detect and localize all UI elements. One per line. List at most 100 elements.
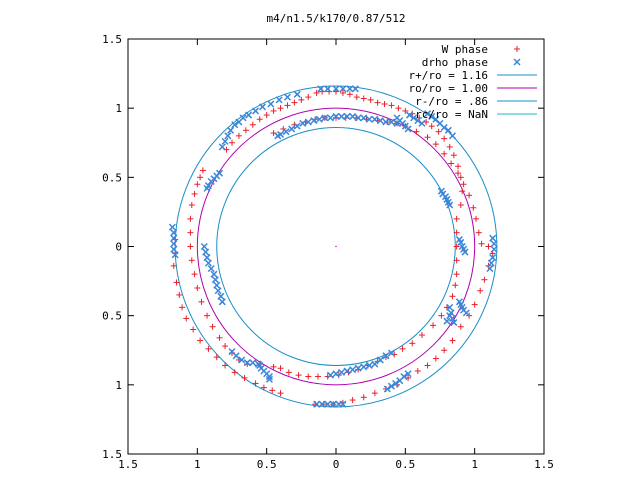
drho-phase-point	[170, 240, 178, 248]
w-phase-point	[457, 323, 464, 330]
drho-phase-point	[213, 281, 221, 289]
w-phase-point	[229, 139, 235, 146]
w-phase-point	[198, 298, 205, 305]
drho-phase-point	[371, 360, 379, 368]
drho-phase-point	[387, 118, 395, 126]
drho-phase-point	[349, 112, 357, 120]
drho-phase-point	[283, 93, 291, 101]
drho-phase-point	[275, 96, 283, 104]
w-phase-point	[346, 91, 353, 98]
legend-label: ro/ro = 1.00	[409, 82, 488, 95]
w-phase-point	[284, 102, 291, 109]
w-phase-point	[457, 202, 464, 208]
drho-phase-point	[354, 364, 362, 372]
x-tick-label: 0.5	[395, 458, 415, 471]
drho-phase-point	[332, 112, 340, 120]
w-phase-point	[438, 312, 445, 319]
w-phase-point	[349, 397, 356, 404]
w-phase-point	[414, 368, 421, 374]
w-phase-point	[453, 271, 460, 278]
drho-phase-point	[382, 352, 390, 360]
drho-phase-point	[346, 85, 354, 93]
w-phase-point	[222, 362, 229, 369]
drho-phase-point	[170, 234, 178, 242]
w-phase-point	[187, 229, 194, 236]
w-phase-point	[477, 287, 484, 294]
legend-label: r+/ro = 1.16	[409, 69, 488, 82]
drho-phase-point	[265, 373, 273, 381]
w-phase-point	[395, 105, 402, 112]
legend-label: r-/ro = .86	[415, 95, 488, 108]
drho-phase-point	[277, 130, 285, 138]
drho-phase-point	[310, 117, 318, 125]
w-phase-point	[256, 116, 263, 123]
drho-phase-point	[282, 128, 290, 136]
drho-phase-point	[171, 251, 179, 259]
axis-ticks: 1.5 1 0.5 0 0.5 1 1.51.510.500.511.5	[102, 33, 554, 471]
x-tick-label: 1.5	[118, 458, 138, 471]
drho-phase-point	[444, 126, 452, 134]
center-point	[335, 245, 337, 248]
w-phase-point	[291, 99, 298, 106]
drho-phase-point	[243, 359, 251, 367]
drho-phase-point	[265, 375, 273, 383]
w-phase-point	[205, 345, 212, 352]
w-phase-point	[473, 215, 480, 222]
w-phase-point	[190, 326, 197, 333]
drho-phase-point	[338, 368, 346, 376]
drho-phase-point	[329, 400, 337, 408]
w-phase-point	[457, 174, 464, 181]
drho-phase-point	[410, 114, 418, 122]
drho-phase-point	[383, 385, 391, 393]
drho-phase-point	[446, 201, 454, 209]
drho-phase-point	[224, 132, 232, 140]
w-phase-point	[187, 215, 194, 222]
drho-phase-point	[349, 366, 357, 374]
w-phase-point	[188, 257, 195, 264]
drho-phase-point	[204, 259, 212, 267]
x-tick-label: 1	[194, 458, 201, 471]
legend-swatch-cross	[513, 58, 521, 66]
drho-phase-point	[203, 254, 211, 262]
drho-phase-point	[238, 356, 246, 364]
w-phase-point	[466, 192, 473, 199]
drho-phase-point	[313, 400, 321, 408]
w-phase-point	[371, 390, 378, 397]
drho-phase-point	[351, 85, 359, 93]
drho-phase-point	[404, 125, 412, 133]
y-tick-label: 0.5	[102, 310, 122, 323]
w-phase-point	[360, 95, 367, 102]
w-phase-point	[231, 369, 238, 376]
w-phase-point	[277, 105, 284, 112]
drho-phase-point	[218, 298, 226, 306]
drho-phase-point	[457, 238, 465, 246]
drho-phase-point	[387, 382, 395, 390]
legend-swatch-plus	[514, 46, 520, 52]
w-phase-point	[409, 340, 416, 347]
chart-title: m4/n1.5/k170/0.87/512	[266, 12, 405, 25]
w-phase-point	[270, 107, 277, 114]
drho-phase-point	[207, 265, 215, 273]
w-phase-point	[242, 127, 249, 134]
legend-label: drho phase	[422, 56, 488, 69]
w-phase-point	[270, 363, 277, 370]
drho-phase-point	[446, 312, 454, 320]
drho-phase-point	[326, 371, 334, 379]
w-phase-point	[424, 134, 431, 141]
w-phase-point	[213, 354, 220, 361]
w-phase-point	[453, 229, 460, 236]
w-phase-point	[183, 315, 190, 322]
w-phase-point	[249, 121, 256, 128]
w-phase-point	[188, 202, 195, 208]
w-phase-point	[170, 262, 177, 269]
drho-phase-point	[387, 349, 395, 357]
w-phase-point	[481, 276, 488, 283]
drho-phase-point	[489, 234, 497, 242]
drho-phase-point	[221, 137, 229, 145]
w-phase-point	[179, 304, 186, 311]
drho-phase-point	[324, 400, 332, 408]
w-phase-point	[475, 229, 482, 236]
y-tick-label: 1.5	[102, 33, 122, 46]
drho-phase-point	[443, 317, 451, 325]
